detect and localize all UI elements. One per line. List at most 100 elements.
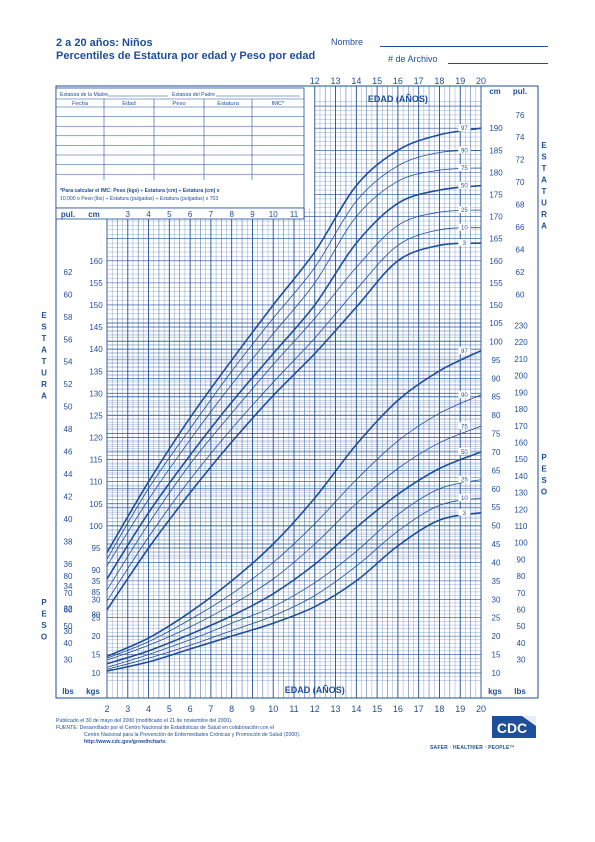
weight-percentile-label-bg	[458, 448, 471, 456]
weight-unit-label: kgs	[86, 687, 100, 696]
weight-kg-tick-right: 60	[492, 485, 501, 494]
stature-in-tick-right: 64	[516, 245, 525, 254]
stature-in-tick: 60	[64, 290, 73, 299]
weight-unit-right: lbs	[514, 687, 526, 696]
weight-kg-tick-right: 30	[492, 595, 501, 604]
weight-kg-tick: 20	[92, 632, 101, 641]
chart-subtitle: Percentiles de Estatura por edad y Peso …	[56, 50, 316, 62]
stature-in-tick-right: 72	[516, 156, 525, 165]
weight-lb-tick-right: 130	[514, 489, 528, 498]
weight-kg-tick-right: 90	[492, 374, 501, 383]
bottom-age-tick: 19	[455, 704, 465, 714]
stature-in-tick-right: 62	[516, 268, 525, 277]
stature-cm-tick: 145	[89, 323, 103, 332]
stature-unit-label: pul.	[61, 210, 75, 219]
stature-in-tick-right: 74	[516, 133, 525, 142]
stature-axis-label: T	[42, 357, 47, 366]
weight-unit-label: lbs	[62, 687, 74, 696]
record-table	[55, 87, 305, 209]
stature-unit-label: cm	[88, 210, 100, 219]
weight-kg-tick: 15	[92, 651, 101, 660]
stature-in-tick: 42	[64, 492, 73, 501]
inset-age-tick: 5	[167, 210, 172, 219]
stature-cm-tick: 100	[89, 522, 103, 531]
stature-in-tick-right: 76	[516, 111, 525, 120]
inset-age-tick: 11	[290, 210, 299, 219]
weight-lb-tick: 30	[64, 656, 73, 665]
stature-cm-tick: 95	[92, 544, 101, 553]
name-field[interactable]	[380, 46, 548, 47]
weight-kg-tick: 35	[92, 577, 101, 586]
record-number-label: # de Archivo	[388, 54, 438, 64]
stature-percentile-50-line	[106, 184, 482, 580]
weight-lb-tick-right: 180	[514, 405, 528, 414]
stature-cm-tick-right: 180	[489, 168, 503, 177]
top-age-tick: 15	[372, 76, 382, 86]
weight-kg-tick: 25	[92, 614, 101, 623]
stature-axis-label-right: T	[542, 164, 547, 173]
weight-kg-tick-right: 80	[492, 411, 501, 420]
stature-cm-tick: 140	[89, 345, 103, 354]
stature-percentile-90-label: 90	[461, 148, 468, 154]
stature-percentile-90-line	[106, 149, 482, 560]
bottom-age-tick: 3	[125, 704, 130, 714]
top-age-tick: 18	[434, 76, 444, 86]
weight-lb-tick: 40	[64, 639, 73, 648]
stature-axis-label-right: A	[541, 222, 547, 231]
weight-kg-tick-right: 50	[492, 522, 501, 531]
stature-axis-label: S	[41, 323, 47, 332]
stature-in-tick-right: 66	[516, 223, 525, 232]
stature-axis-label: E	[41, 311, 47, 320]
stature-cm-tick: 85	[92, 588, 101, 597]
bottom-age-tick: 9	[250, 704, 255, 714]
weight-axis-label: E	[41, 610, 47, 619]
weight-kg-tick: 10	[92, 669, 101, 678]
weight-lb-tick-right: 80	[517, 572, 526, 581]
weight-age-axis-label: EDAD (AÑOS)	[285, 685, 345, 695]
weight-percentile-97-label: 97	[461, 349, 468, 355]
weight-lb-tick-right: 70	[517, 589, 526, 598]
bmi-note: 10,000 o Peso (lbs) ÷ Estatura (pulgadas…	[60, 196, 218, 202]
bottom-age-tick: 4	[146, 704, 151, 714]
publication-note: Publicado el 30 de mayo del 2000 (modifi…	[56, 718, 233, 724]
weight-kg-tick-right: 20	[492, 632, 501, 641]
weight-percentile-10-line	[106, 497, 482, 670]
stature-cm-tick-right: 190	[489, 124, 503, 133]
weight-lb-tick-right: 30	[517, 656, 526, 665]
bottom-age-tick: 6	[188, 704, 193, 714]
record-column-header: IMC*	[272, 101, 286, 107]
stature-cm-tick: 120	[89, 434, 103, 443]
stature-percentile-25-line	[106, 209, 482, 591]
stature-percentile-75-line	[106, 167, 482, 566]
weight-lb-tick: 70	[64, 589, 73, 598]
stature-axis-label: R	[41, 380, 47, 389]
weight-kg-tick-right: 25	[492, 614, 501, 623]
weight-percentile-3-label: 3	[463, 511, 467, 517]
source-url[interactable]: http://www.cdc.gov/growthcharts	[84, 739, 166, 745]
stature-axis-label-right: T	[542, 187, 547, 196]
stature-in-tick: 62	[64, 268, 73, 277]
inset-age-tick: 9	[250, 210, 255, 219]
stature-percentile-3-label: 3	[463, 241, 467, 247]
stature-percentile-75-label: 75	[461, 166, 468, 172]
record-column-header: Estatura	[217, 101, 239, 107]
weight-kg-tick-right: 100	[489, 337, 503, 346]
bottom-age-tick: 7	[208, 704, 213, 714]
stature-cm-tick: 160	[89, 257, 103, 266]
weight-kg-tick-right: 10	[492, 669, 501, 678]
stature-percentile-label-bg	[458, 223, 471, 231]
bottom-age-tick: 11	[289, 704, 298, 714]
stature-axis-label: A	[41, 346, 47, 355]
weight-lb-tick-right: 50	[517, 622, 526, 631]
top-age-tick: 12	[310, 76, 320, 86]
weight-lb-tick-right: 190	[514, 388, 528, 397]
weight-axis-label-right: E	[541, 465, 547, 474]
weight-kg-tick-right: 65	[492, 466, 501, 475]
weight-axis-label: P	[41, 598, 47, 607]
stature-cm-tick-right: 175	[489, 190, 503, 199]
stature-cm-tick: 130	[89, 389, 103, 398]
chart-frame	[55, 85, 539, 699]
stature-in-tick: 48	[64, 425, 73, 434]
stature-in-tick: 56	[64, 335, 73, 344]
record-number-field[interactable]	[448, 63, 548, 64]
